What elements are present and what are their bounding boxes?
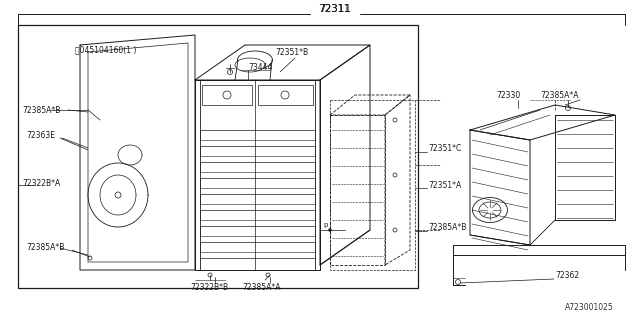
Text: 72351*A: 72351*A [428,180,461,189]
Text: 72385A*B: 72385A*B [26,243,65,252]
Text: Ⓢ045104160(1 ): Ⓢ045104160(1 ) [75,45,136,54]
Circle shape [328,228,332,231]
Bar [202,85,252,105]
Ellipse shape [479,202,501,218]
Text: 72322B*A: 72322B*A [22,179,60,188]
Text: p: p [323,222,328,228]
Bar [258,85,313,105]
Text: 72385A*B: 72385A*B [22,106,60,115]
Text: 72311: 72311 [319,4,351,14]
Text: 72311: 72311 [319,4,351,14]
Text: 72322B*B: 72322B*B [190,284,228,292]
Bar [18,25,418,288]
Text: 72385A*B: 72385A*B [428,223,467,233]
Ellipse shape [237,51,273,69]
Text: 72351*C: 72351*C [428,143,461,153]
Text: 73444: 73444 [248,62,273,71]
Ellipse shape [472,197,508,222]
Ellipse shape [235,58,265,72]
Text: 72362: 72362 [555,271,579,281]
Text: 72330: 72330 [496,91,520,100]
Text: 72351*B: 72351*B [275,47,308,57]
Text: 72363E: 72363E [26,131,55,140]
Text: 72385A*A: 72385A*A [242,284,280,292]
Text: A723001025: A723001025 [565,303,614,313]
Text: 72385A*A: 72385A*A [540,91,579,100]
